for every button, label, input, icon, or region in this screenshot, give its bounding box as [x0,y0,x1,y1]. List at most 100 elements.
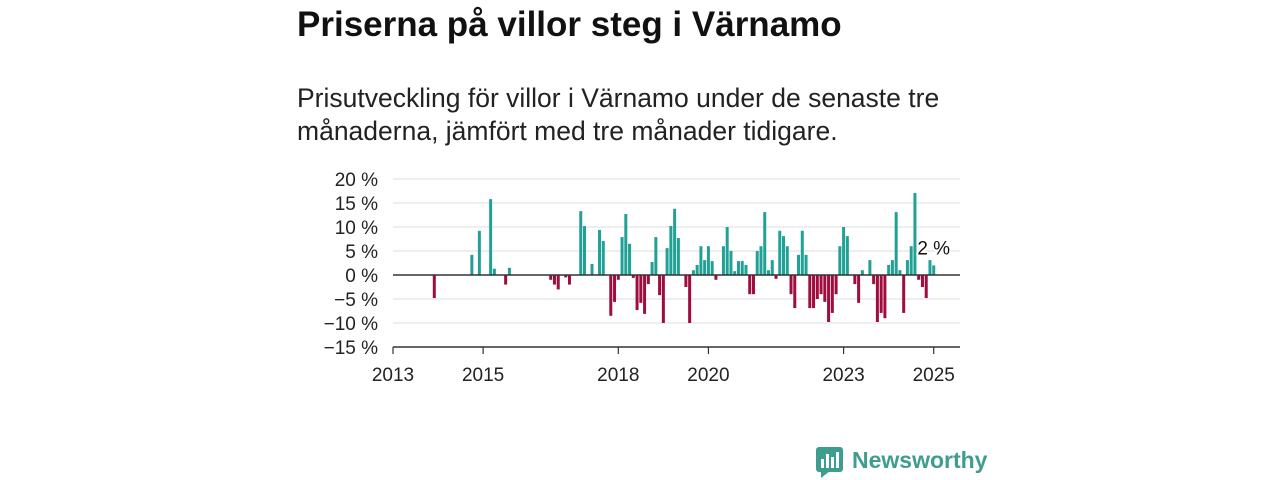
chart-bar [860,270,864,275]
chart-bar [890,260,894,275]
y-tick-label: 15 % [335,194,378,215]
chart-bar [748,275,752,295]
chart-bar [507,267,511,275]
chart-bar [894,212,898,275]
chart-bar [620,237,624,275]
chart-bar [913,192,917,275]
chart-bar [504,275,508,285]
chart-bar [556,275,560,290]
chart-bar [872,275,876,285]
chart-bar [706,246,710,275]
x-tick-label: 2013 [372,365,414,386]
chart-bar [789,275,793,295]
chart-bar [875,275,879,323]
chart-bar [778,230,782,275]
chart-bar [699,246,703,275]
x-tick-label: 2018 [597,365,639,386]
x-tick-label: 2020 [687,365,729,386]
chart-bar [639,275,643,303]
chart-bar [628,243,632,275]
chart-bar [635,275,639,311]
x-tick-label: 2015 [462,365,504,386]
y-tick-label: −5 % [334,290,378,311]
chart-bar [673,208,677,275]
chart-bar [661,275,665,323]
chart-bar [492,268,496,275]
chart-bar [470,254,474,275]
chart-bar [905,260,909,275]
chart-bar [815,275,819,299]
chart-bar [879,275,883,313]
chart-bar [613,275,617,302]
chart-bar [932,265,936,275]
chart-bar [688,275,692,323]
bars [432,192,936,323]
axes [392,274,960,354]
chart-bar [552,275,556,285]
chart-bar [477,230,481,275]
chart-bar [804,254,808,275]
chart-bar [583,226,586,275]
chart-bar [631,275,635,278]
chart-bar [549,275,553,280]
chart-bar [729,251,733,275]
chart-bar [643,275,647,314]
chart-bar [782,236,786,275]
chart-bar [785,246,789,275]
chart-bar [845,236,849,275]
chart-bar [759,246,763,275]
chart-bar [924,275,928,299]
chart-bar [812,275,816,309]
chart-bar [579,211,583,275]
y-tick-label: 5 % [345,242,378,263]
chart-bar [658,275,662,296]
chart-bar [650,262,654,275]
chart-bar [827,275,831,323]
chart-bar [887,264,891,275]
newsworthy-logo[interactable]: Newsworthy [816,447,987,478]
chart-bar [736,261,740,275]
y-tick-label: 20 % [335,170,378,191]
y-axis-labels: 20 % 15 % 10 % 5 % 0 % −5 % −10 % −15 % [324,170,379,359]
x-tick-label: 2025 [913,365,955,386]
chart-bar [669,226,673,275]
chart-bar [691,270,695,275]
chart-bar [616,275,620,280]
chart-bar [646,275,650,285]
chart-bar [902,275,906,313]
chart-bar [624,214,628,275]
chart-svg: 20 % 15 % 10 % 5 % 0 % −5 % −10 % −15 % 2013 2015… [324,170,960,386]
y-tick-label: −15 % [324,338,379,359]
page-subtitle: Prisutveckling för villor i Värnamo unde… [297,83,940,146]
chart-bar [665,248,669,275]
chart-bar [755,251,759,275]
chart-bar [763,212,767,275]
chart-bar [725,227,729,275]
chart-bar [834,275,838,295]
chart-bar [598,229,602,275]
chart-bar [797,254,801,275]
chart-bar [868,260,872,275]
chart-bar [883,275,887,319]
chart-bar [609,275,613,316]
chart-bar [695,264,699,275]
y-tick-label: 10 % [335,218,378,239]
chart-bar [567,275,571,285]
chart-bar [898,270,902,275]
chart-bar [823,275,827,302]
chart-bar [920,275,924,287]
chart-bar [857,275,861,303]
chart-bar [928,260,932,275]
chart-bar [489,199,493,275]
chart-bar [774,275,778,279]
chart-bar [909,246,913,275]
chart-bar [684,275,688,287]
chart-bar [770,260,774,275]
x-tick-label: 2023 [822,365,864,386]
chart-bar [800,230,804,275]
chart-bar [714,275,718,280]
chart-bar [830,275,834,313]
chart-bar [838,246,842,275]
page-title: Priserna på villor steg i Värnamo [297,5,842,44]
chart-bar [751,275,755,295]
